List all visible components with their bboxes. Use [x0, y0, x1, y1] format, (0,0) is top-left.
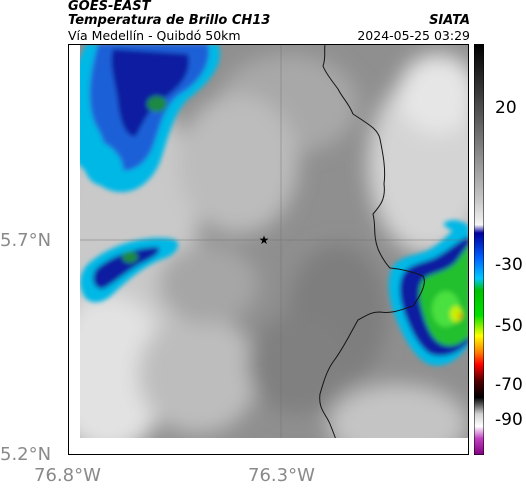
- colorbar: [474, 44, 484, 455]
- star-marker: ★: [259, 233, 270, 247]
- satellite-map: ★: [68, 44, 469, 455]
- colorbar-tick-minus70: -70: [495, 375, 523, 395]
- colorbar-tick-20: 20: [495, 98, 517, 118]
- lon-tick-76-8W: 76.8°W: [34, 465, 101, 486]
- map-frame: [68, 44, 469, 455]
- colorbar-tick-minus90: -90: [495, 410, 523, 430]
- lat-tick-5-2N: 5.2°N: [0, 444, 52, 465]
- lat-tick-5-7N: 5.7°N: [0, 230, 52, 251]
- cloud-field: [68, 44, 469, 455]
- colorbar-tick-minus30: -30: [495, 255, 523, 275]
- agency-label: SIATA: [429, 13, 470, 28]
- lon-tick-76-3W: 76.3°W: [248, 465, 315, 486]
- department-border: [319, 44, 425, 455]
- colorbar-tick-minus50: -50: [495, 316, 523, 336]
- product-title: Temperatura de Brillo CH13: [68, 13, 271, 28]
- satellite-title: GOES-EAST: [68, 0, 151, 14]
- route-subtitle: Vía Medellín - Quibdó 50km: [68, 28, 241, 43]
- timestamp: 2024-05-25 03:29: [357, 28, 470, 43]
